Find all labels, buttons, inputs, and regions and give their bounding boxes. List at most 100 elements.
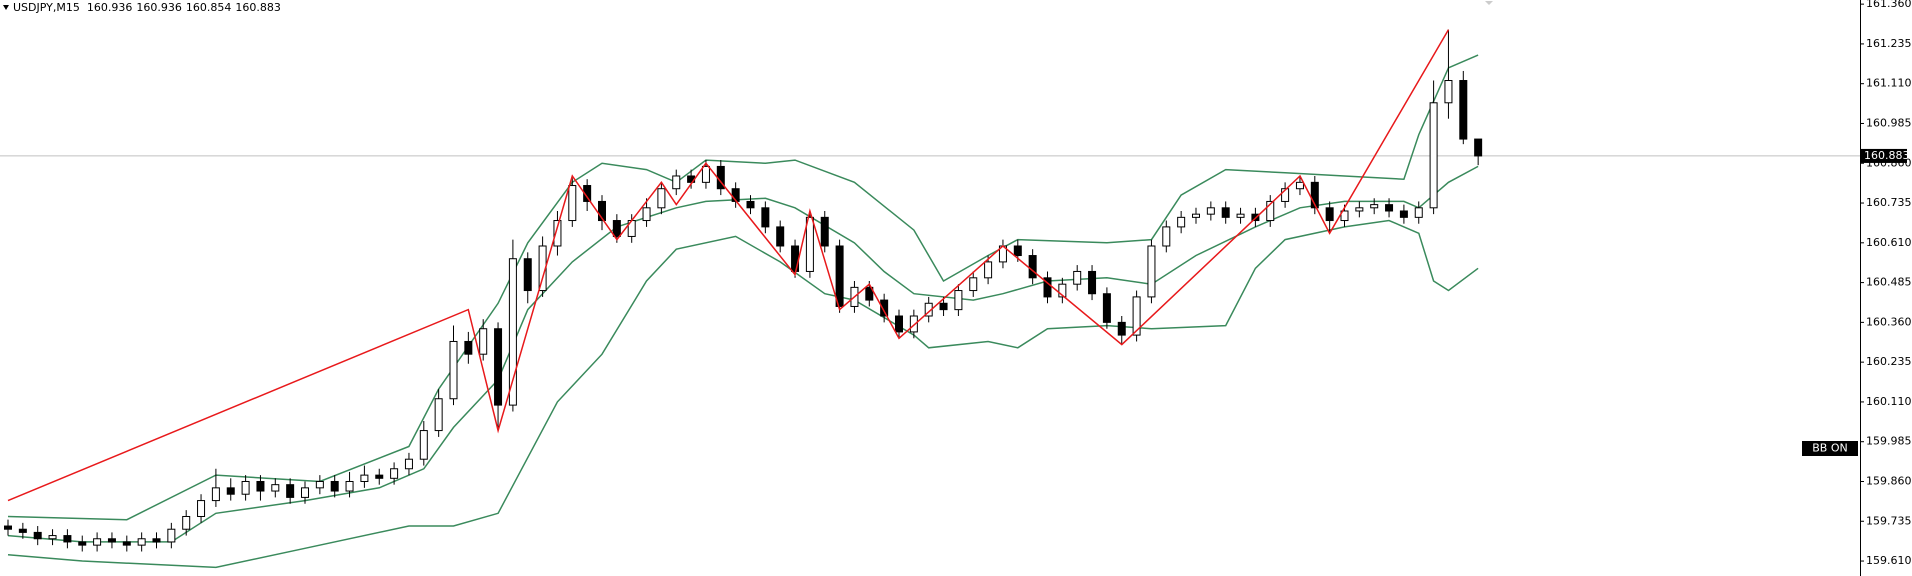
candle-body [1043, 277, 1052, 298]
y-tick-label: 160.985 [1866, 116, 1912, 129]
candle-body [1221, 207, 1230, 218]
candle-body [78, 541, 87, 546]
candle-body [419, 430, 428, 460]
y-tick-label: 159.985 [1866, 435, 1912, 448]
y-tick-label: 159.610 [1866, 554, 1912, 567]
symbol: USDJPY,M15 [13, 1, 80, 14]
candle-body [776, 226, 785, 247]
candle-body [1073, 270, 1082, 285]
candle-body [1370, 204, 1379, 209]
candle-body [1340, 210, 1349, 222]
candle-body [642, 207, 651, 222]
candle-body [33, 531, 42, 540]
candle-body [137, 538, 146, 546]
candle-body [330, 480, 339, 492]
candle-body [182, 515, 191, 530]
indicator-box [1802, 441, 1858, 456]
candle-body [523, 258, 532, 292]
candle-body [449, 340, 458, 400]
candle-body [1459, 80, 1468, 140]
current-price-box [1861, 148, 1907, 163]
candle-body [1444, 80, 1453, 104]
candle-body [568, 185, 577, 222]
y-tick-label: 160.110 [1866, 395, 1912, 408]
candle-body [48, 535, 57, 540]
y-tick-label: 159.735 [1866, 514, 1912, 527]
candle-body [1102, 293, 1111, 323]
header-close: 160.883 [235, 1, 281, 14]
y-tick-label: 160.485 [1866, 276, 1912, 289]
candle-body [508, 258, 517, 406]
candle-body [895, 315, 903, 333]
candle-body [1325, 207, 1334, 222]
candle-body [93, 538, 102, 546]
candle-body [271, 484, 280, 492]
candle-body [479, 328, 488, 355]
candle-body [301, 487, 309, 498]
candle-body [969, 277, 978, 292]
candle-body [4, 525, 12, 530]
candle-body [1295, 181, 1304, 190]
candle-body [1414, 207, 1423, 218]
y-tick-label: 160.735 [1866, 196, 1912, 209]
candle-body [612, 220, 621, 237]
candle-body [18, 528, 27, 533]
candle-body [494, 328, 503, 406]
candle-body [791, 245, 800, 272]
y-tick-label: 160.235 [1866, 355, 1912, 368]
candle-body [226, 487, 235, 495]
candle-body [1147, 245, 1156, 298]
y-tick-label: 160.360 [1866, 315, 1912, 328]
y-tick-label: 159.860 [1866, 474, 1912, 487]
candle-body [1385, 204, 1394, 212]
candle-body [1088, 270, 1097, 295]
y-tick-label: 161.110 [1866, 77, 1912, 90]
zigzag-line [7, 29, 1450, 502]
candle-body [1206, 207, 1215, 215]
candle-body [1236, 213, 1245, 218]
candle-body [1177, 216, 1186, 228]
candle-body [390, 468, 399, 479]
candle-body [805, 216, 814, 272]
candle-body [1281, 188, 1290, 202]
candle-body [1310, 181, 1319, 209]
candle-body [404, 458, 413, 470]
header-open: 160.936 [87, 1, 133, 14]
candle-body [1355, 207, 1364, 212]
candle-body [63, 535, 72, 543]
candle-body [1028, 255, 1037, 279]
candle-body [553, 220, 562, 247]
candle-body [909, 315, 918, 333]
candle-body [360, 474, 369, 482]
y-tick-label: 160.610 [1866, 236, 1912, 249]
candle-body [1429, 102, 1438, 209]
candle-body [1192, 213, 1200, 218]
candle-body [820, 216, 829, 247]
candle-body [107, 538, 116, 543]
candle-body [375, 474, 384, 479]
candle-body [1162, 226, 1171, 247]
corner-marker [1485, 1, 1493, 5]
candle-body [211, 487, 220, 502]
current-price-label: 160.883 [1864, 149, 1910, 162]
indicator-label: BB ON [1812, 442, 1847, 455]
candle-body [315, 480, 324, 489]
candle-body [761, 207, 770, 228]
candle-body [954, 290, 963, 311]
candle-body [122, 541, 131, 546]
candle-body [598, 200, 606, 222]
candle-body [657, 188, 666, 209]
candle-body [1058, 283, 1067, 298]
candle-body [865, 286, 874, 301]
candle-body [1013, 245, 1022, 257]
candle-body [241, 480, 250, 495]
header-low: 160.854 [186, 1, 232, 14]
candle-body [746, 200, 755, 209]
candle-body [1266, 200, 1275, 222]
candle-body [197, 500, 206, 517]
chart-header: USDJPY,M15 160.936 160.936 160.854 160.883 [13, 1, 281, 14]
candle-body [434, 398, 443, 432]
candle-body [1474, 138, 1483, 157]
